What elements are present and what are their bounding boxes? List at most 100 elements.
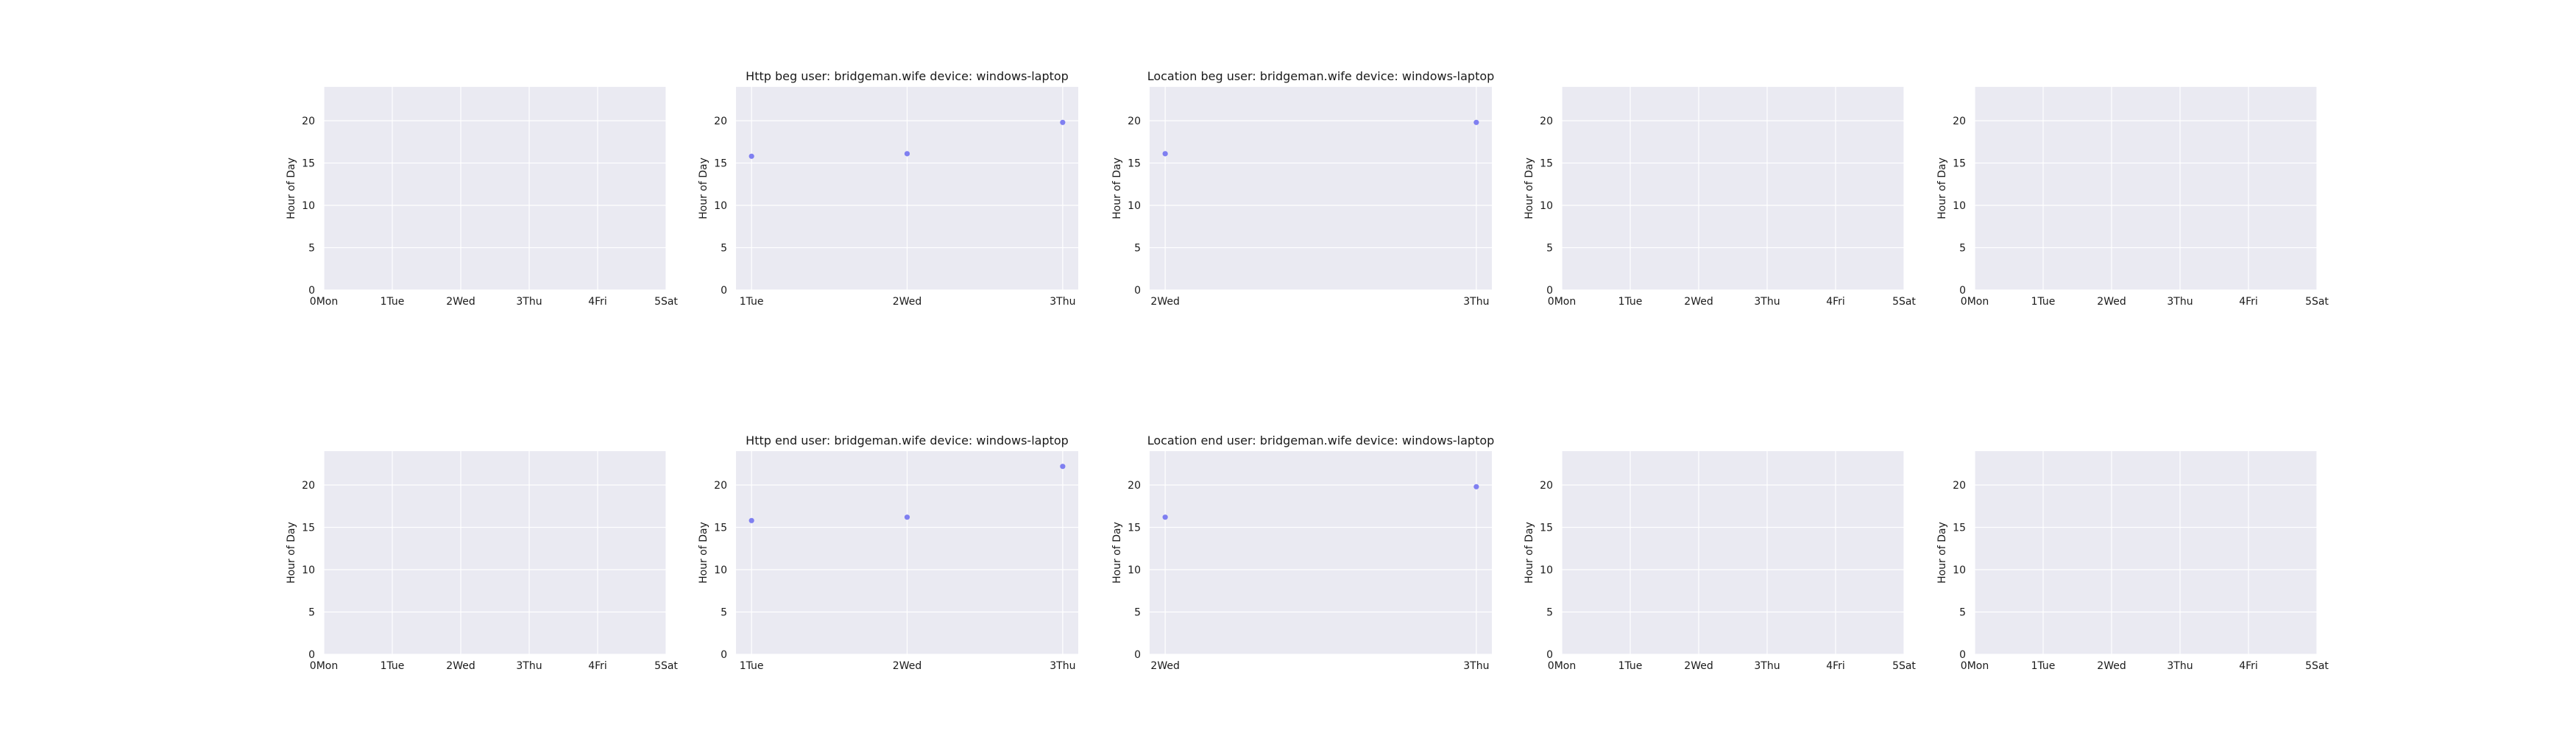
x-tick-label: 1Tue [1618,660,1643,672]
y-tick-label: 10 [1540,200,1553,212]
x-tick-label: 5Sat [2305,660,2329,672]
y-tick-label: 15 [714,523,727,534]
x-tick-label: 4Fri [2239,660,2258,672]
y-tick-label: 0 [1134,649,1141,661]
x-tick-label: 5Sat [2305,296,2329,308]
data-point [904,151,910,157]
plot-area [1150,87,1492,290]
x-tick-label: 0Mon [310,660,338,672]
y-axis-label: Hour of Day [698,522,710,584]
y-tick-label: 20 [302,116,315,127]
y-tick-label: 10 [714,565,727,576]
x-tick-label: 3Thu [1463,296,1489,308]
x-tick-label: 2Wed [1150,296,1179,308]
data-point [749,517,754,523]
y-tick-label: 5 [1959,243,1966,255]
y-axis-label: Hour of Day [286,522,297,584]
x-tick-label: 4Fri [588,660,607,672]
y-tick-label: 20 [302,480,315,492]
x-tick-label: 5Sat [654,660,678,672]
y-axis-label: Hour of Day [286,158,297,219]
y-tick-label: 10 [1128,200,1141,212]
y-tick-label: 15 [302,158,315,170]
plot-area [1975,451,2317,654]
x-tick-label: 3Thu [2167,660,2193,672]
data-point [1473,484,1479,489]
y-tick-label: 10 [1953,200,1966,212]
x-tick-label: 5Sat [1892,660,1916,672]
x-tick-label: 2Wed [2097,296,2126,308]
plot-area [1562,87,1904,290]
y-tick-label: 0 [721,649,727,661]
y-tick-label: 15 [1953,158,1966,170]
y-tick-label: 0 [308,649,315,661]
y-tick-label: 0 [308,285,315,297]
y-tick-label: 0 [1546,285,1553,297]
y-tick-label: 5 [1546,607,1553,619]
x-tick-label: 5Sat [654,296,678,308]
x-tick-label: 1Tue [2031,660,2056,672]
y-tick-label: 10 [1128,565,1141,576]
y-tick-label: 0 [1959,649,1966,661]
subplot-3: 0 5 10 15 20 2Wed 3Thu Hour of Day Location beg … [1111,69,1494,308]
y-tick-label: 5 [1134,243,1141,255]
data-point [904,514,910,520]
subplot-title: Http beg user: bridgeman.wife device: wi… [746,69,1069,83]
x-tick-label: 2Wed [893,660,921,672]
y-tick-label: 20 [1540,480,1553,492]
subplot-7: 0 5 10 15 20 1Tue 2Wed 3Thu Hour of Day Http end … [698,434,1078,672]
y-tick-label: 20 [1128,116,1141,127]
y-tick-label: 5 [1134,607,1141,619]
x-tick-label: 1Tue [740,296,764,308]
y-axis-label: Hour of Day [1111,158,1123,219]
data-point [1060,119,1066,125]
y-tick-label: 20 [1953,116,1966,127]
subplot-title: Http end user: bridgeman.wife device: wi… [746,434,1069,447]
y-tick-label: 15 [1540,523,1553,534]
data-point [1162,151,1168,157]
y-axis-label: Hour of Day [1111,522,1123,584]
y-tick-label: 20 [1953,480,1966,492]
plot-area [324,451,666,654]
x-tick-label: 3Thu [1754,660,1780,672]
subplot-1: 0 5 10 15 20 0Mon 1Tue 2Wed 3Thu 4Fri 5Sat Hour of … [286,87,678,308]
subplot-10: 0 5 10 15 20 0Mon 1Tue 2Wed 3Thu 4Fri 5Sat Hour of … [1936,451,2329,672]
subplot-8: 0 5 10 15 20 2Wed 3Thu Hour of Day Location end … [1111,434,1494,672]
x-tick-label: 1Tue [381,660,405,672]
y-tick-label: 15 [714,158,727,170]
x-tick-label: 1Tue [740,660,764,672]
y-axis-label: Hour of Day [1524,158,1535,219]
x-tick-label: 0Mon [1961,296,1989,308]
x-tick-label: 4Fri [2239,296,2258,308]
x-tick-label: 3Thu [1050,660,1075,672]
y-tick-label: 5 [308,243,315,255]
x-tick-label: 0Mon [1548,296,1576,308]
x-tick-label: 1Tue [1618,296,1643,308]
y-tick-label: 20 [714,480,727,492]
x-tick-label: 3Thu [1754,296,1780,308]
x-tick-label: 3Thu [1050,296,1075,308]
x-tick-label: 2Wed [1150,660,1179,672]
subplot-6: 0 5 10 15 20 0Mon 1Tue 2Wed 3Thu 4Fri 5Sat Hour of … [286,451,678,672]
plot-area [1150,451,1492,654]
x-tick-label: 2Wed [446,296,475,308]
subplot-5: 0 5 10 15 20 0Mon 1Tue 2Wed 3Thu 4Fri 5Sat Hour of … [1936,87,2329,308]
subplot-9: 0 5 10 15 20 0Mon 1Tue 2Wed 3Thu 4Fri 5Sat Hour of … [1524,451,1916,672]
y-axis-label: Hour of Day [1936,158,1948,219]
y-tick-label: 10 [302,565,315,576]
data-point [1060,464,1066,470]
y-tick-label: 5 [308,607,315,619]
x-tick-label: 4Fri [1826,660,1845,672]
y-tick-label: 0 [1546,649,1553,661]
subplot-title: Location beg user: bridgeman.wife device… [1147,69,1495,83]
x-tick-label: 1Tue [381,296,405,308]
x-tick-label: 3Thu [516,296,542,308]
y-tick-label: 10 [1953,565,1966,576]
data-point [1162,514,1168,520]
y-tick-label: 5 [1959,607,1966,619]
data-point [1473,119,1479,125]
x-tick-label: 2Wed [446,660,475,672]
y-tick-label: 15 [1128,158,1141,170]
y-axis-label: Hour of Day [698,158,710,219]
